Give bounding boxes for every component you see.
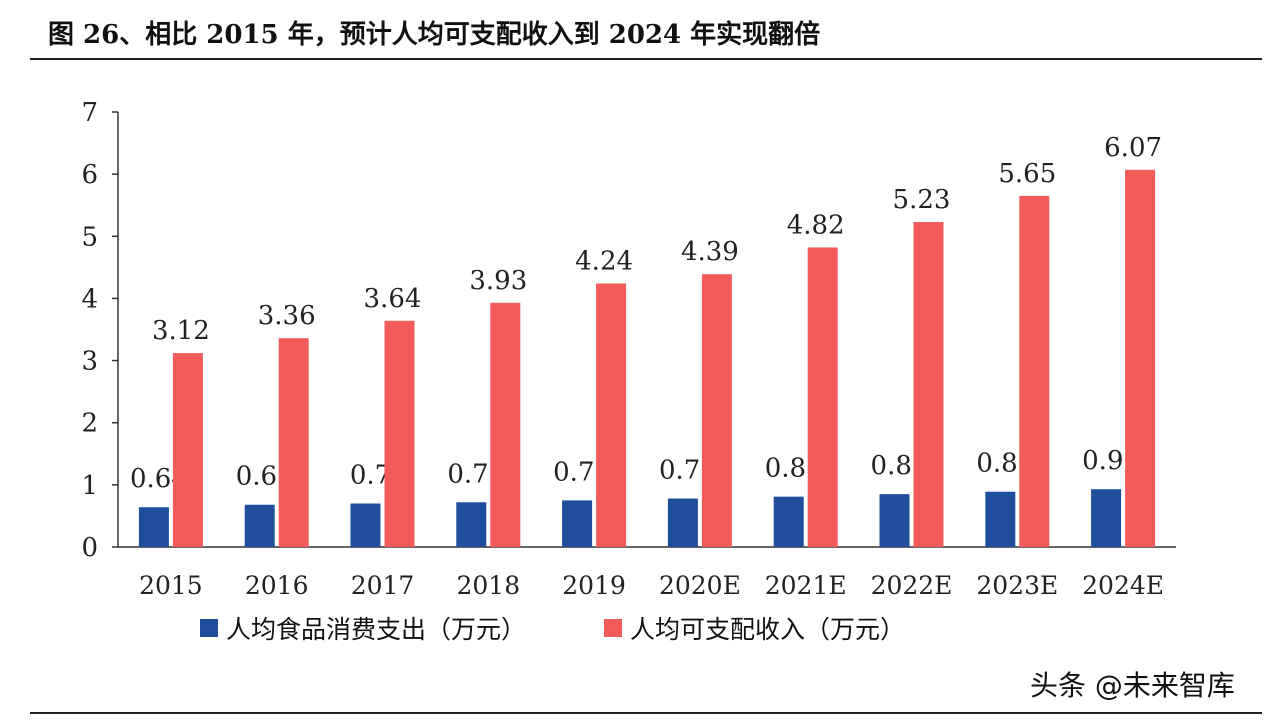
data-label-income: 4.24 (575, 247, 633, 277)
bar-income (278, 338, 309, 547)
x-tick-label: 2021E (765, 571, 847, 600)
x-tick-label: 2023E (976, 571, 1058, 600)
legend-swatch-income (604, 619, 623, 637)
x-tick-label: 2019 (562, 571, 626, 600)
data-label-food: 0.7 (350, 461, 391, 491)
y-tick-label: 1 (81, 471, 98, 501)
watermark-text: 头条 @未来智库 (1030, 669, 1235, 702)
bar-income (913, 221, 944, 547)
bar-income (1125, 169, 1156, 548)
bar-food (985, 491, 1016, 547)
y-tick-label: 6 (81, 160, 98, 190)
data-label-income: 4.39 (681, 237, 739, 267)
bar-income (384, 320, 415, 547)
y-tick-label: 3 (81, 347, 98, 377)
legend-item-food: 人均食品消费支出（万元） (200, 610, 526, 646)
bar-food (456, 502, 487, 547)
data-label-income: 3.64 (364, 284, 422, 314)
bar-food (773, 496, 804, 547)
bar-income (701, 274, 732, 547)
x-tick-label: 2018 (456, 571, 520, 600)
y-tick-label: 5 (81, 222, 98, 252)
data-label-income: 3.12 (152, 316, 210, 346)
bar-food (138, 507, 169, 547)
bar-income (490, 302, 521, 547)
y-tick-label: 2 (81, 409, 98, 439)
data-label-income: 4.82 (787, 210, 845, 240)
x-tick-label: 2015 (139, 571, 203, 600)
chart-title: 图 26、相比 2015 年，预计人均可支配收入到 2024 年实现翻倍 (48, 20, 821, 50)
x-tick-label: 2022E (871, 571, 953, 600)
bar-income (1019, 195, 1050, 547)
title-rule (30, 58, 1262, 60)
legend-label-food: 人均食品消费支出（万元） (226, 615, 527, 644)
x-tick-label: 2017 (351, 571, 415, 600)
x-tick-label: 2016 (245, 571, 309, 600)
legend: 人均食品消费支出（万元） 人均可支配收入（万元） (200, 610, 983, 646)
bar-food (562, 500, 593, 547)
data-label-income: 6.07 (1104, 133, 1162, 163)
bar-food (667, 498, 698, 547)
y-tick-label: 4 (81, 284, 98, 314)
data-label-income: 3.93 (469, 266, 527, 296)
data-label-income: 5.23 (893, 185, 951, 215)
legend-swatch-food (200, 619, 218, 637)
legend-item-income: 人均可支配收入（万元） (604, 610, 905, 646)
x-tick-label: 2020E (659, 571, 741, 600)
bar-income (172, 353, 203, 547)
bar-food (1091, 489, 1122, 547)
data-label-income: 3.36 (258, 301, 316, 331)
data-label-income: 5.65 (998, 159, 1056, 189)
legend-label-income: 人均可支配收入（万元） (630, 615, 906, 644)
y-tick-label: 0 (81, 533, 98, 563)
x-tick-label: 2024E (1082, 571, 1164, 600)
bar-food (244, 504, 275, 547)
y-tick-label: 7 (81, 98, 98, 128)
bottom-rule (30, 712, 1262, 714)
bar-food (350, 503, 381, 547)
bar-income (596, 283, 627, 547)
bar-income (807, 247, 838, 547)
bar-food (879, 494, 910, 547)
